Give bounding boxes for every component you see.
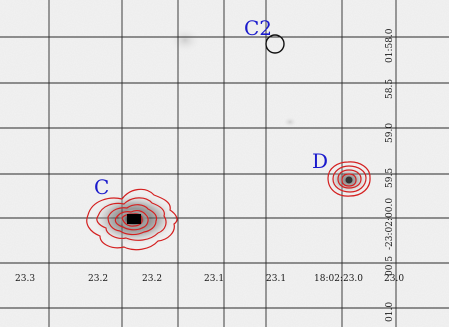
dec-tick-label: 59.5 (385, 168, 395, 188)
dec-tick-label: 01:58.0 (385, 28, 395, 63)
source-d-contours (327, 161, 371, 197)
source-d (327, 161, 371, 197)
ra-axis-labels: 23.3 23.2 23.2 23.1 23.1 18:02:23.0 23.0 (15, 274, 404, 284)
dec-tick-label: -23:02:00.0 (385, 198, 395, 250)
dec-tick-label: 59.0 (385, 123, 395, 143)
dec-tick-label: 58.5 (385, 79, 395, 99)
ra-tick-label: 23.1 (266, 274, 286, 284)
ra-tick-label: 18:02:23.0 (314, 274, 363, 284)
source-label-d: D (312, 149, 328, 173)
ra-tick-label: 23.3 (15, 274, 35, 284)
dec-tick-label: 01.0 (385, 302, 395, 322)
dec-axis-labels: 01:58.0 58.5 59.0 59.5 -23:02:00.0 00.5 … (385, 28, 395, 322)
source-c (86, 188, 178, 251)
source-label-c2: C2 (244, 16, 272, 40)
ra-tick-label: 23.0 (384, 274, 404, 284)
source-c2-marker (265, 34, 285, 54)
ra-tick-label: 23.2 (142, 274, 162, 284)
ra-tick-label: 23.2 (88, 274, 108, 284)
source-label-c: C (94, 175, 109, 199)
dec-tick-label: 00.5 (385, 256, 395, 276)
ra-tick-label: 23.1 (204, 274, 224, 284)
